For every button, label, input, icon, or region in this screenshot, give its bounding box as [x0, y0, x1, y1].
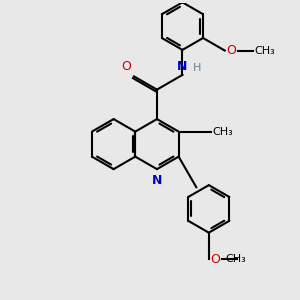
Text: CH₃: CH₃ [212, 127, 233, 136]
Text: CH₃: CH₃ [225, 254, 246, 264]
Text: N: N [152, 174, 162, 187]
Text: H: H [193, 63, 201, 74]
Text: N: N [177, 60, 188, 74]
Text: O: O [210, 253, 220, 266]
Text: O: O [121, 60, 131, 74]
Text: CH₃: CH₃ [254, 46, 275, 56]
Text: O: O [226, 44, 236, 57]
